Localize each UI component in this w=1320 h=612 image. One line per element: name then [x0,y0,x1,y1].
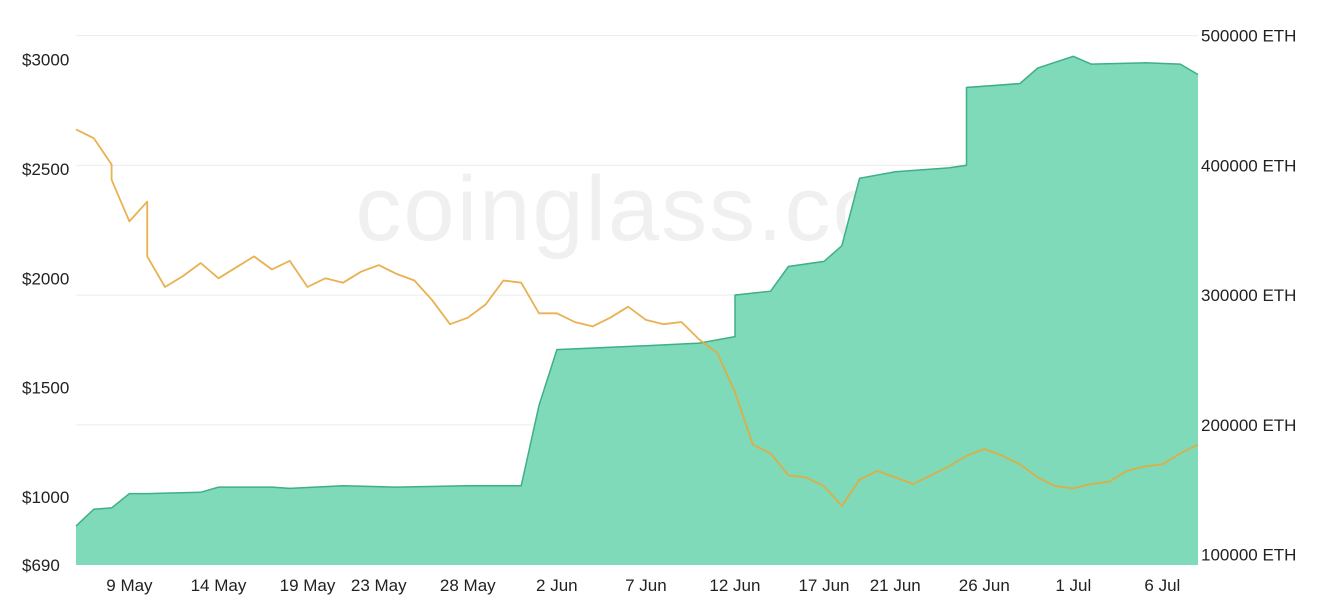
x-axis-tick-label: 26 Jun [959,576,1010,595]
right-axis-tick-label: 100000 ETH [1201,546,1296,565]
left-axis-tick-label: $1000 [22,488,69,507]
x-axis-tick-label: 12 Jun [709,576,760,595]
left-axis: $690 $1000 $1500 $2000 $2500 $3000 [22,50,69,575]
x-axis-tick-label: 21 Jun [870,576,921,595]
eth-balance-area [75,55,1199,566]
left-axis-tick-label: $3000 [22,50,69,69]
x-axis-tick-label: 28 May [440,576,496,595]
x-axis-tick-label: 23 May [351,576,407,595]
left-axis-tick-label: $2000 [22,269,69,288]
price-line-path [75,128,1199,507]
right-axis-tick-label: 200000 ETH [1201,416,1296,435]
x-axis-tick-label: 7 Jun [625,576,667,595]
x-axis: 9 May 14 May 19 May 23 May 28 May 2 Jun 7 Jun 1… [106,576,1180,595]
right-axis-tick-label: 500000 ETH [1201,27,1296,46]
area-fill [76,56,1198,566]
x-axis-tick-label: 9 May [106,576,153,595]
right-axis-tick-label: 400000 ETH [1201,156,1296,175]
x-axis-tick-label: 2 Jun [536,576,578,595]
left-axis-tick-label: $1500 [22,379,69,398]
price-line [75,128,1199,507]
left-axis-tick-label: $690 [22,556,60,575]
x-axis-tick-label: 1 Jul [1055,576,1091,595]
left-axis-tick-label: $2500 [22,160,69,179]
right-axis: 100000 ETH 200000 ETH 300000 ETH 400000 ETH… [1201,27,1296,565]
x-axis-tick-label: 6 Jul [1144,576,1180,595]
area-outline [75,55,1199,527]
x-axis-tick-label: 19 May [280,576,336,595]
right-axis-tick-label: 300000 ETH [1201,286,1296,305]
x-axis-tick-label: 14 May [191,576,247,595]
x-axis-tick-label: 17 Jun [798,576,849,595]
